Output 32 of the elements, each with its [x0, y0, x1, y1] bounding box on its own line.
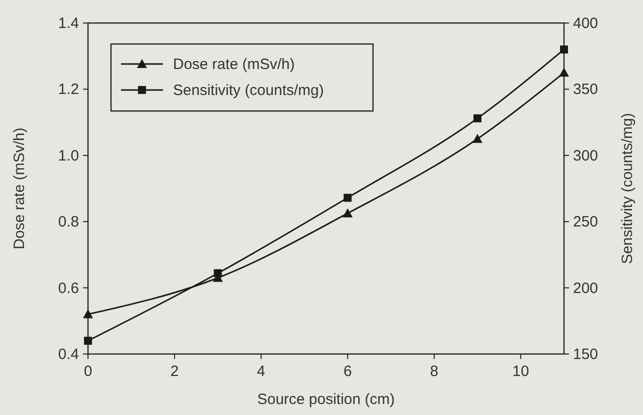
y2-axis-title: Sensitivity (counts/mg) [619, 113, 636, 264]
y-tick-label: 0.6 [58, 280, 79, 297]
point [342, 208, 353, 218]
point [473, 114, 482, 122]
y2-tick-label: 300 [573, 147, 598, 164]
y-tick-label: 1.0 [58, 147, 79, 164]
point [84, 336, 92, 345]
point [559, 68, 569, 77]
point [560, 45, 568, 54]
x-tick-label: 0 [84, 363, 92, 380]
y2-tick-label: 200 [573, 280, 598, 297]
y-tick-label: 0.4 [58, 346, 79, 363]
point [344, 194, 352, 202]
x-tick-label: 6 [343, 363, 352, 380]
y-tick-label: 1.4 [58, 15, 79, 32]
y-tick-label: 0.8 [58, 214, 79, 231]
y2-tick-label: 150 [573, 346, 598, 363]
x-tick-label: 2 [170, 363, 179, 380]
y2-tick-label: 350 [573, 81, 598, 98]
x-tick-label: 4 [256, 363, 266, 380]
legend-label: Dose rate (mSv/h) [173, 56, 295, 73]
point [214, 269, 222, 278]
point [472, 134, 482, 143]
y-tick-label: 1.2 [58, 81, 79, 98]
x-axis-title: Source position (cm) [257, 391, 395, 408]
point [83, 309, 93, 318]
y-axis-title: Dose rate (mSv/h) [11, 128, 28, 250]
y2-tick-label: 250 [573, 214, 598, 231]
legend-label: Sensitivity (counts/mg) [173, 82, 324, 99]
x-tick-label: 8 [430, 363, 438, 380]
y2-tick-label: 400 [573, 15, 598, 32]
x-tick-label: 10 [512, 363, 530, 380]
